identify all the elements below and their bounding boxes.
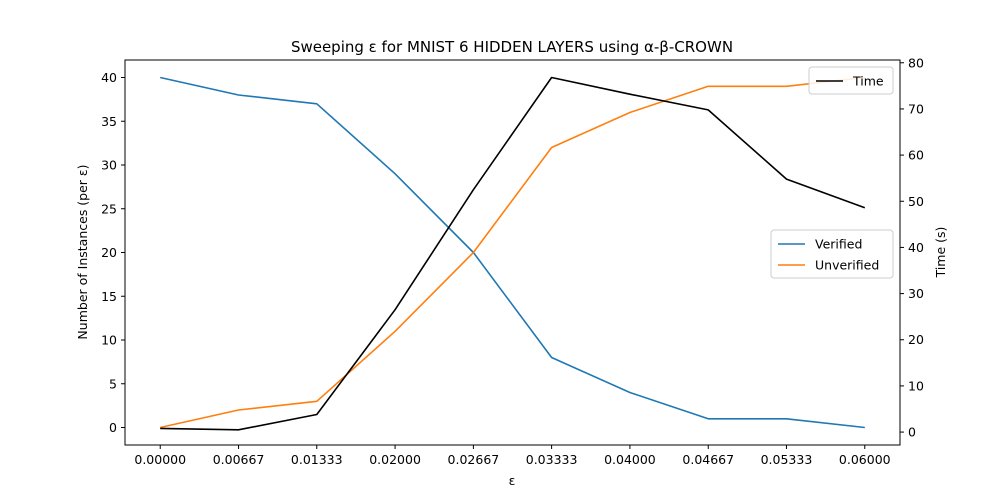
y-axis-right-label: Time (s) xyxy=(933,227,948,279)
x-axis-label: ε xyxy=(509,473,516,488)
series-line-time xyxy=(160,76,866,431)
legend-left: Verified Unverified xyxy=(770,229,894,279)
y2-tick-label: 30 xyxy=(908,286,924,301)
x-tick-label: 0.04000 xyxy=(604,452,656,467)
chart-title: Sweeping ε for MNIST 6 HIDDEN LAYERS usi… xyxy=(291,38,733,56)
x-tick-label: 0.05333 xyxy=(761,452,813,467)
y-tick-label: 10 xyxy=(101,333,117,348)
y2-tick-label: 70 xyxy=(908,101,924,116)
y-tick-label: 5 xyxy=(109,376,117,391)
y-tick-label: 25 xyxy=(101,201,117,216)
series-line-verified xyxy=(160,76,865,429)
legend-entry-time: Time xyxy=(852,74,884,89)
y2-tick-label: 0 xyxy=(908,425,916,440)
y-tick-label: 20 xyxy=(101,245,117,260)
legend-box xyxy=(808,66,894,95)
y-axis-left-label: Number of Instances (per ε) xyxy=(75,164,90,339)
x-tick-label: 0.03333 xyxy=(526,452,578,467)
y-tick-label: 35 xyxy=(101,114,117,129)
y-tick-label: 40 xyxy=(101,70,117,85)
x-tick-label: 0.00667 xyxy=(213,452,265,467)
legend-entry-unverified: Unverified xyxy=(815,258,879,273)
series-lines xyxy=(160,76,866,431)
y-tick-label: 15 xyxy=(101,289,117,304)
legend-box xyxy=(770,229,894,279)
x-tick-label: 0.00000 xyxy=(134,452,186,467)
series-line-unverified xyxy=(160,76,865,429)
x-tick-label: 0.02667 xyxy=(448,452,500,467)
y2-tick-label: 50 xyxy=(908,194,924,209)
y-axis-left: 0 5 10 15 20 25 30 35 40 xyxy=(101,70,125,435)
y-tick-label: 0 xyxy=(109,420,117,435)
y-axis-right: 0 10 20 30 40 50 60 70 80 xyxy=(900,55,924,440)
y2-tick-label: 60 xyxy=(908,148,924,163)
x-tick-label: 0.04667 xyxy=(682,452,734,467)
y2-tick-label: 20 xyxy=(908,332,924,347)
legend-right: Time xyxy=(808,66,894,95)
y2-tick-label: 10 xyxy=(908,378,924,393)
y2-tick-label: 80 xyxy=(908,55,924,70)
legend-entry-verified: Verified xyxy=(815,237,862,252)
x-axis: 0.00000 0.00667 0.01333 0.02000 0.02667 0.033… xyxy=(134,445,891,467)
y-tick-label: 30 xyxy=(101,158,117,173)
x-tick-label: 0.02000 xyxy=(369,452,421,467)
x-tick-label: 0.06000 xyxy=(839,452,891,467)
x-tick-label: 0.01333 xyxy=(291,452,343,467)
y2-tick-label: 40 xyxy=(908,240,924,255)
